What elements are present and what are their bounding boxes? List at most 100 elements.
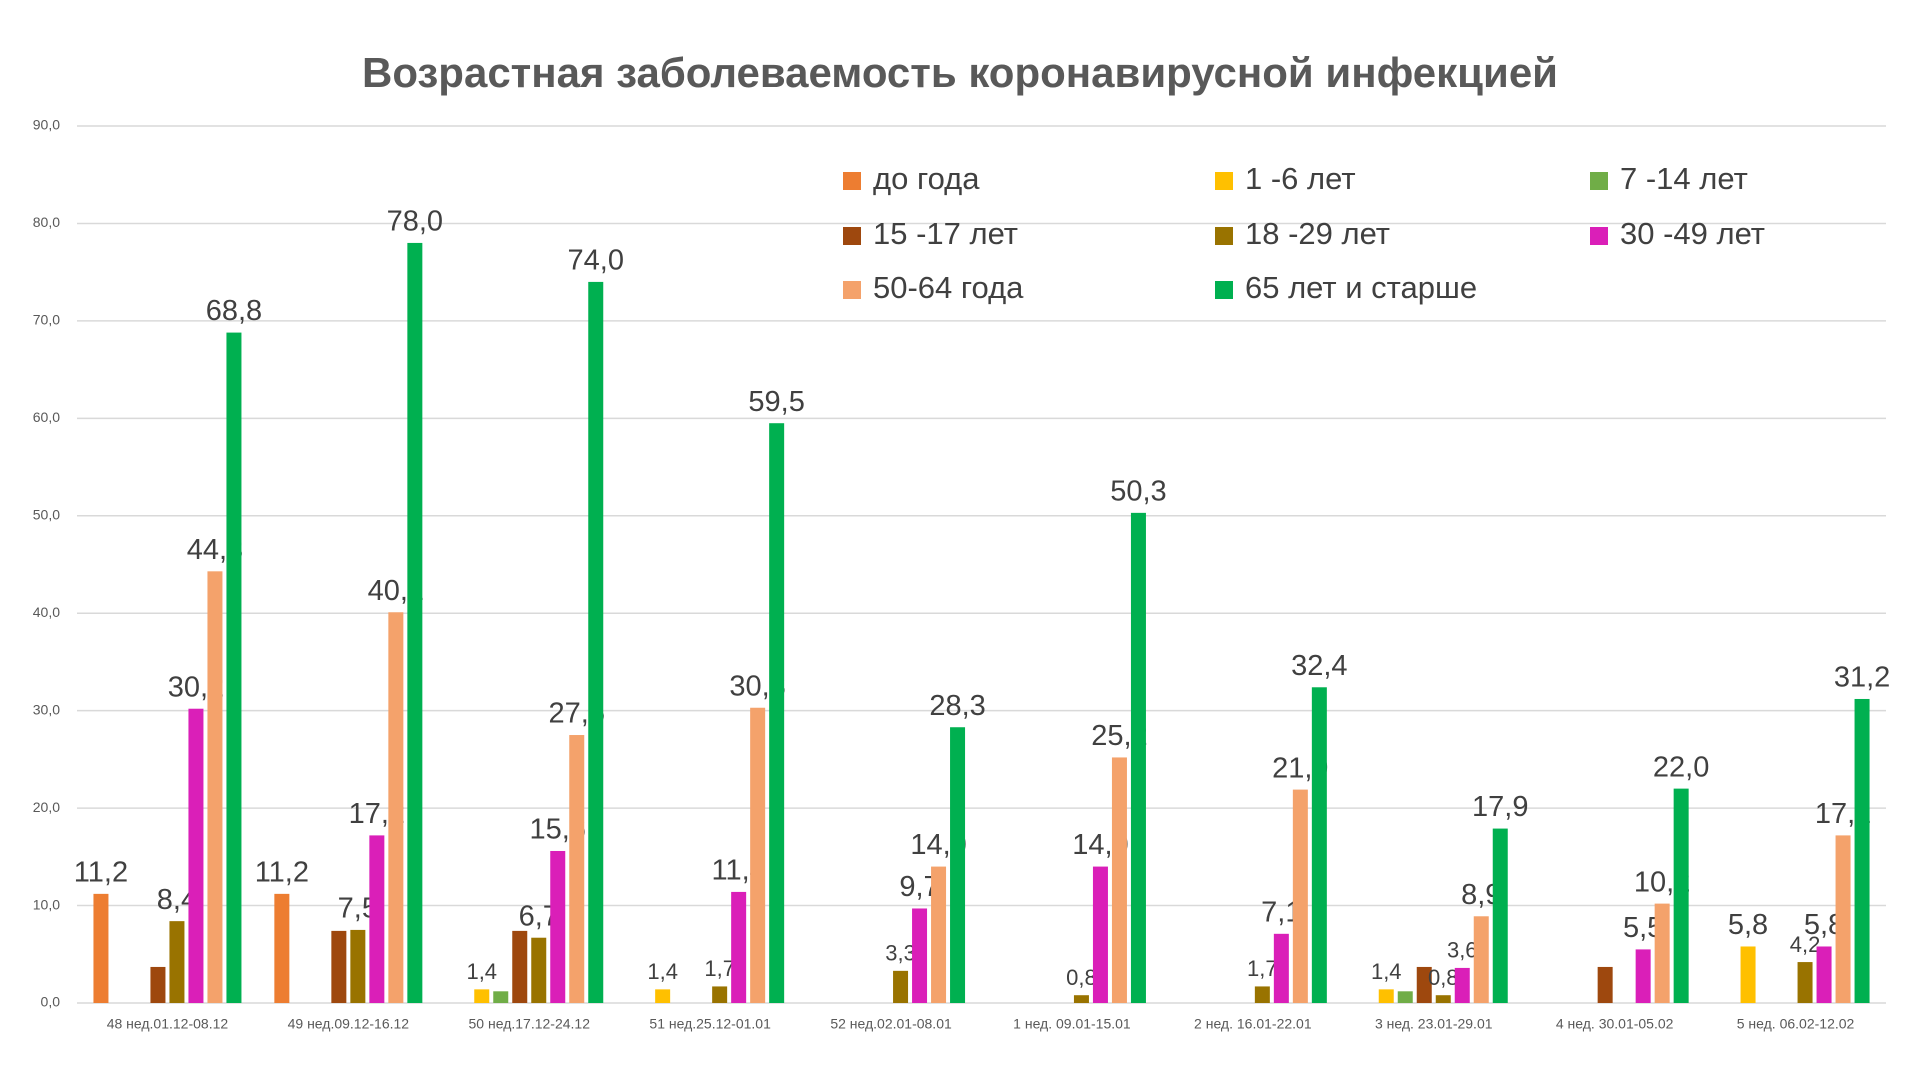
bar	[1416, 966, 1432, 1003]
bar	[226, 332, 242, 1003]
legend-swatch	[1590, 227, 1608, 245]
bar	[569, 735, 585, 1003]
bar	[369, 835, 385, 1003]
bar	[331, 930, 347, 1003]
legend-swatch	[843, 172, 861, 190]
data-label: 3,3	[885, 941, 916, 966]
y-tick-label: 70,0	[33, 312, 60, 328]
legend-label: 18 -29 лет	[1245, 216, 1390, 251]
y-tick-label: 80,0	[33, 214, 60, 230]
data-label: 1,7	[704, 956, 735, 981]
bar	[1816, 946, 1832, 1003]
legend-swatch	[1590, 172, 1608, 190]
bar	[93, 893, 109, 1003]
bar	[1454, 967, 1470, 1003]
bar	[1092, 866, 1108, 1003]
bar	[1635, 949, 1651, 1003]
x-tick-label: 5 нед. 06.02-12.02	[1737, 1016, 1855, 1032]
legend-swatch	[1215, 227, 1233, 245]
data-label: 50,3	[1110, 476, 1166, 508]
bar	[950, 727, 966, 1003]
data-label: 1,4	[466, 959, 497, 984]
data-label: 1,4	[647, 959, 678, 984]
y-tick-label: 30,0	[33, 701, 60, 717]
bar	[893, 970, 909, 1003]
bar	[350, 929, 366, 1003]
bar	[1854, 698, 1870, 1003]
bar	[1111, 757, 1127, 1003]
bar	[1473, 916, 1489, 1003]
legend-swatch	[843, 281, 861, 299]
bar	[1292, 789, 1308, 1003]
bar	[474, 989, 490, 1003]
y-tick-label: 10,0	[33, 896, 60, 912]
x-tick-label: 1 нед. 09.01-15.01	[1013, 1016, 1131, 1032]
y-tick-label: 0,0	[41, 994, 61, 1010]
data-label: 74,0	[568, 245, 624, 277]
bar	[769, 423, 785, 1003]
legend-label: 30 -49 лет	[1620, 216, 1765, 251]
data-label: 11,2	[255, 857, 309, 889]
bar	[931, 866, 947, 1003]
data-label: 28,3	[929, 690, 985, 722]
y-tick-label: 40,0	[33, 604, 60, 620]
bar	[1797, 962, 1813, 1003]
bar	[1435, 995, 1451, 1003]
data-label: 22,0	[1653, 751, 1709, 783]
legend-label: 15 -17 лет	[873, 216, 1018, 251]
bar	[655, 989, 671, 1003]
bar	[1835, 835, 1851, 1003]
bar	[588, 281, 604, 1003]
bar	[207, 571, 223, 1003]
bar	[1673, 788, 1689, 1003]
legend-swatch	[1215, 172, 1233, 190]
bar	[1130, 512, 1146, 1003]
data-label: 59,5	[748, 386, 804, 418]
data-label: 32,4	[1291, 650, 1347, 682]
legend-swatch	[1215, 281, 1233, 299]
bar	[1073, 995, 1089, 1003]
legend-label: 7 -14 лет	[1620, 161, 1748, 196]
bar	[1397, 991, 1413, 1003]
bar	[912, 908, 928, 1003]
bar	[274, 893, 290, 1003]
x-tick-label: 2 нед. 16.01-22.01	[1194, 1016, 1312, 1032]
bar	[1273, 933, 1289, 1003]
data-label: 17,9	[1472, 791, 1528, 823]
x-tick-label: 48 нед.01.12-08.12	[107, 1016, 229, 1032]
bar	[531, 937, 547, 1003]
y-tick-label: 20,0	[33, 799, 60, 815]
data-label: 4,2	[1790, 932, 1821, 957]
y-tick-label: 90,0	[33, 117, 60, 133]
data-label: 11,2	[74, 857, 128, 889]
data-label: 68,8	[206, 295, 262, 327]
bar	[388, 612, 404, 1003]
bar	[1311, 687, 1327, 1003]
x-tick-label: 3 нед. 23.01-29.01	[1375, 1016, 1493, 1032]
bar	[1378, 989, 1394, 1003]
x-tick-label: 49 нед.09.12-16.12	[288, 1016, 410, 1032]
bar	[712, 986, 728, 1003]
data-label: 78,0	[387, 206, 443, 238]
bar	[750, 707, 766, 1003]
legend-swatch	[843, 227, 861, 245]
y-tick-label: 60,0	[33, 409, 60, 425]
bar	[150, 966, 166, 1003]
x-tick-label: 50 нед.17.12-24.12	[469, 1016, 591, 1032]
data-label: 5,8	[1728, 909, 1768, 941]
bar	[512, 930, 528, 1003]
x-tick-label: 51 нед.25.12-01.01	[649, 1016, 771, 1032]
y-tick-label: 50,0	[33, 506, 60, 522]
bar	[407, 242, 423, 1003]
bar	[493, 991, 509, 1003]
bar	[731, 891, 747, 1003]
x-tick-label: 4 нед. 30.01-05.02	[1556, 1016, 1674, 1032]
bar	[1740, 946, 1756, 1003]
bar	[1492, 828, 1508, 1003]
legend-label: до года	[873, 161, 980, 196]
legend-label: 65 лет и старше	[1245, 270, 1477, 305]
legend-label: 50-64 года	[873, 270, 1024, 305]
data-label: 0,8	[1428, 965, 1459, 990]
chart-title: Возрастная заболеваемость коронавирусной…	[362, 49, 1558, 96]
